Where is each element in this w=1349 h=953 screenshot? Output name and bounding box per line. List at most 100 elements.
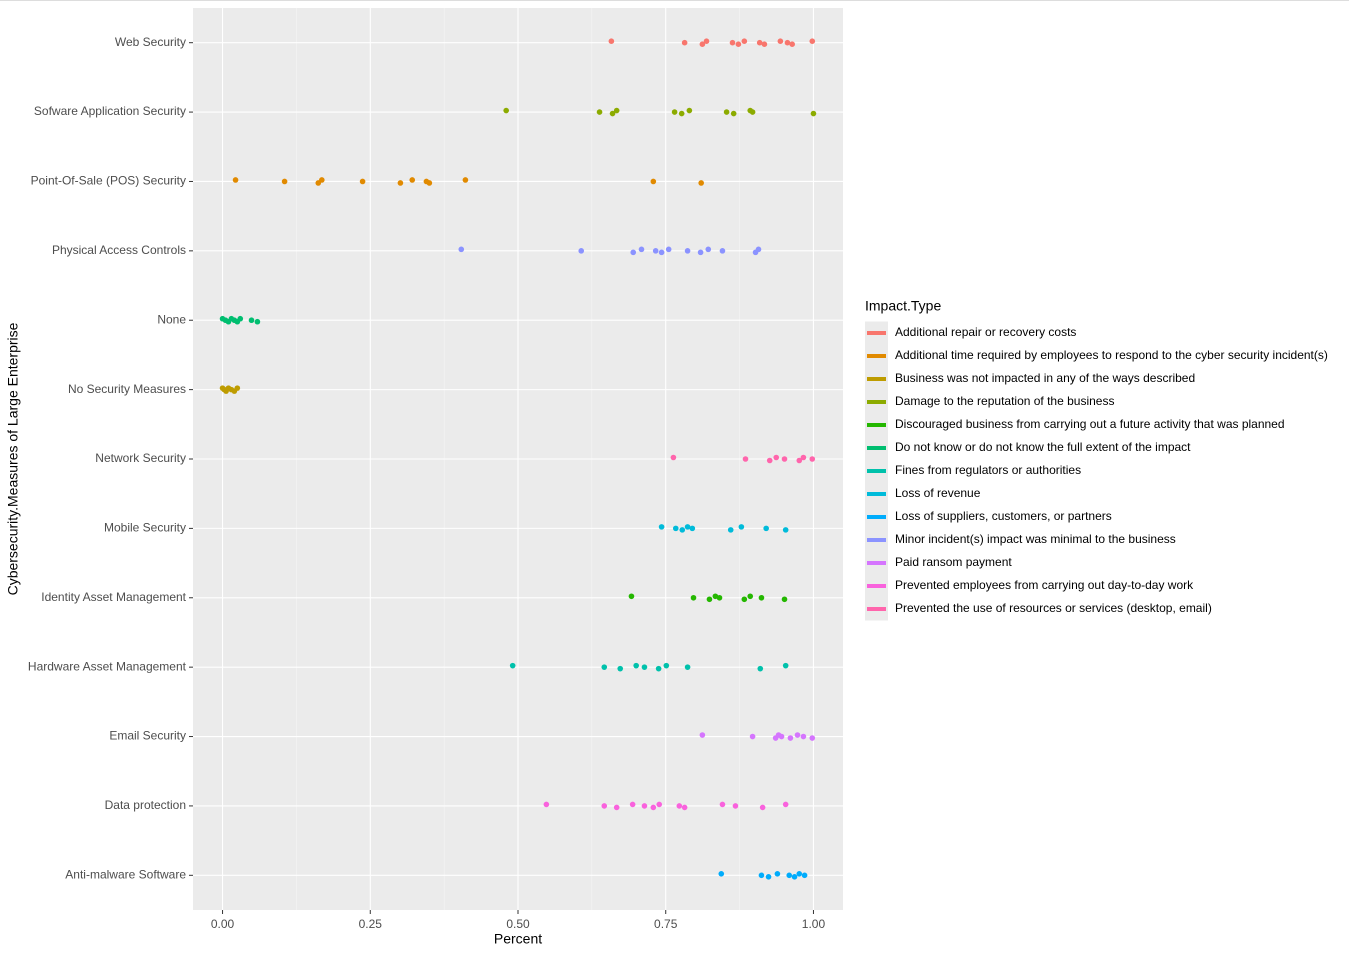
point [689,525,696,532]
point [782,527,789,533]
point [359,178,366,185]
point [794,732,801,738]
point [703,38,710,44]
y-tick-label: Point-Of-Sale (POS) Security [31,174,186,188]
point [630,249,637,256]
point [663,662,670,669]
point [742,456,749,462]
point [681,804,688,811]
point [678,110,685,117]
legend-label: Paid ransom payment [895,555,1012,569]
point [730,110,737,117]
point [759,804,766,811]
point [426,180,433,186]
point [781,456,788,462]
point [774,871,781,877]
point [766,457,773,464]
point [699,732,706,738]
point [503,107,509,114]
point [800,454,807,461]
legend-label: Do not know or do not know the full exte… [895,440,1191,454]
point [782,662,789,669]
point [789,41,795,47]
point [716,594,723,601]
point [684,248,691,254]
point [608,38,615,44]
point [409,177,416,183]
point [628,593,635,600]
y-tick-label: No Security Measures [68,382,186,396]
point [757,665,764,672]
x-tick-label: 0.00 [211,917,235,931]
x-tick-label: 0.50 [506,917,530,931]
point [773,454,780,461]
legend-label: Prevented employees from carrying out da… [895,578,1194,592]
point [786,872,793,879]
point [705,246,712,253]
point [690,594,697,601]
point [791,874,798,880]
point [397,180,404,186]
point [732,803,739,809]
point [761,41,768,47]
y-tick-label: Hardware Asset Management [28,659,187,673]
point [801,872,808,879]
legend-label: Business was not impacted in any of the … [895,371,1195,385]
point [719,801,726,808]
point [679,527,686,533]
point [784,39,791,46]
point [796,457,803,464]
point [727,527,734,533]
legend-label: Prevented the use of resources or servic… [895,601,1212,615]
legend-label: Fines from regulators or authorities [895,463,1081,477]
point [613,804,620,811]
point [458,246,465,253]
point [672,525,679,532]
legend-title: Impact.Type [865,298,941,314]
y-tick-label: Network Security [95,451,186,465]
point [741,596,748,603]
point [778,733,785,740]
point [601,664,608,670]
y-tick-label: Physical Access Controls [52,243,186,257]
point [735,41,742,47]
legend-label: Additional time required by employees to… [895,348,1328,362]
point [747,593,754,600]
legend-label: Loss of revenue [895,486,981,500]
point [633,662,639,669]
point [718,871,725,877]
point [234,385,241,391]
y-tick-label: Data protection [105,798,186,812]
y-tick-label: Email Security [109,729,186,743]
point [655,665,662,672]
legend-label: Loss of suppliers, customers, or partner… [895,509,1112,523]
legend-label: Minor incident(s) impact was minimal to … [895,532,1176,546]
y-tick-label: Web Security [115,35,186,49]
point [686,107,693,114]
point [810,110,817,117]
point [756,39,763,46]
point [719,248,726,254]
point [609,110,616,117]
point [684,524,691,530]
point [729,39,736,46]
point [706,596,713,603]
point [809,456,816,462]
y-tick-label: Sofware Application Security [34,104,186,118]
point [796,871,803,877]
point [254,318,261,325]
point [749,733,756,740]
x-tick-label: 0.25 [359,917,383,931]
point [681,39,688,46]
point [248,317,255,324]
point [237,315,244,322]
point [758,872,765,879]
point [617,665,624,672]
point [782,801,789,808]
point [671,109,678,115]
point [699,41,706,47]
point [765,874,772,880]
legend-label: Damage to the reputation of the business [895,394,1114,408]
y-tick-label: Anti-malware Software [65,867,186,881]
